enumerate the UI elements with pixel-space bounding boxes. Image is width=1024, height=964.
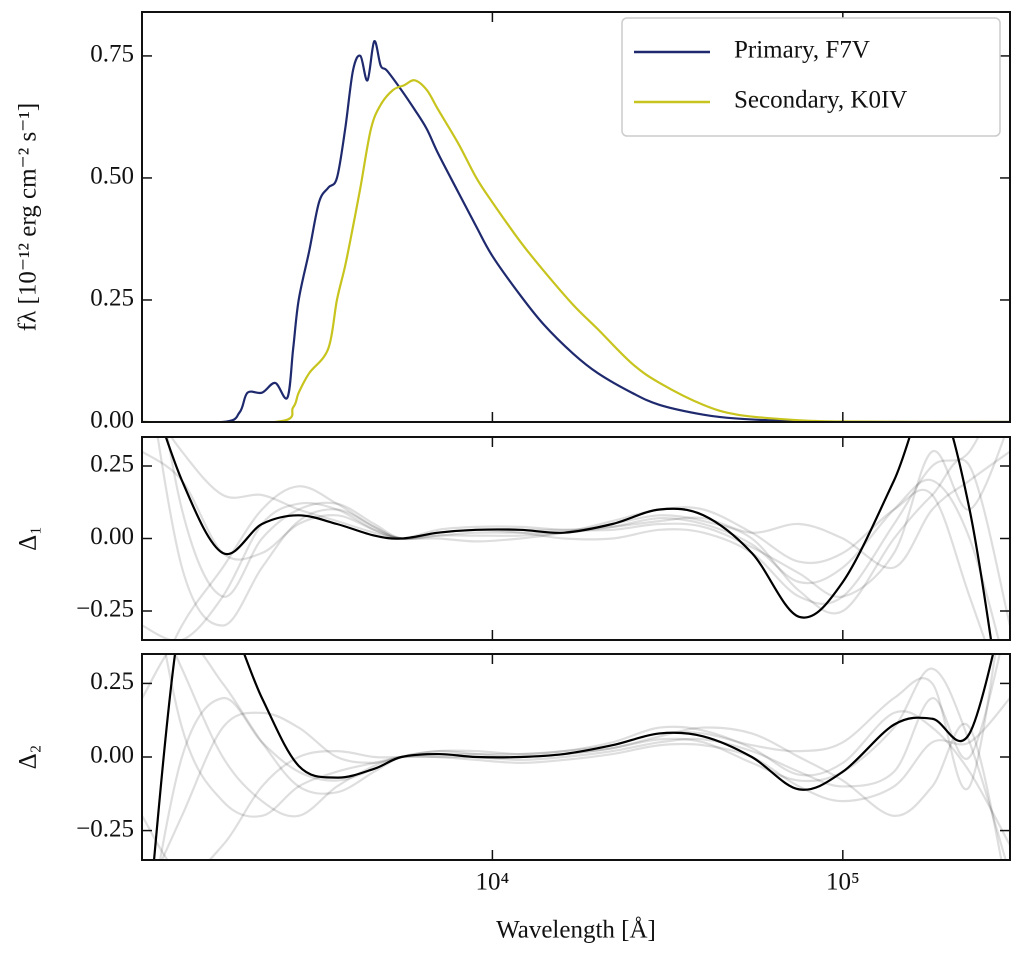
axes-frame: [141, 11, 1011, 423]
series-line: [142, 40, 1010, 422]
series-line: [152, 654, 995, 860]
y-tick-label: 0.75: [90, 41, 134, 68]
series-line: [173, 437, 980, 640]
series-line: [160, 654, 1001, 860]
series-line: [174, 654, 1007, 860]
series-line: [156, 437, 1010, 627]
y-tick-label: 0.00: [90, 407, 134, 434]
y-axis-label: fλ [10⁻¹² erg cm⁻² s⁻¹]: [15, 103, 42, 331]
x-tick-label: 10⁴: [476, 869, 510, 896]
series-line: [142, 697, 1010, 860]
series-line: [142, 79, 1010, 422]
series-line: [164, 437, 993, 640]
y-tick-label: 0.00: [90, 523, 134, 550]
y-tick-label: 0.25: [90, 668, 134, 695]
y-tick-label: 0.25: [90, 285, 134, 312]
y-axis-label: Δ₂: [15, 745, 42, 770]
series-line: [142, 654, 1010, 846]
plot-area: [142, 40, 1010, 422]
series-line: [164, 654, 997, 818]
plot-area: [142, 654, 1010, 860]
legend-label: Secondary, K0IV: [734, 87, 907, 114]
y-tick-label: 0.50: [90, 163, 134, 190]
x-axis-label: Wavelength [Å]: [496, 917, 656, 944]
plot-area: [142, 437, 1010, 640]
y-tick-label: −0.25: [76, 596, 134, 623]
y-tick-label: 0.00: [90, 742, 134, 769]
legend-box: [621, 17, 1001, 137]
x-tick-label: 10⁵: [826, 869, 860, 896]
legend-label: Primary, F7V: [734, 37, 870, 64]
y-tick-label: 0.25: [90, 451, 134, 478]
y-tick-label: −0.25: [76, 815, 134, 842]
y-axis-label: Δ₁: [15, 526, 42, 551]
series-line: [166, 437, 1000, 640]
series-line: [142, 437, 1006, 640]
